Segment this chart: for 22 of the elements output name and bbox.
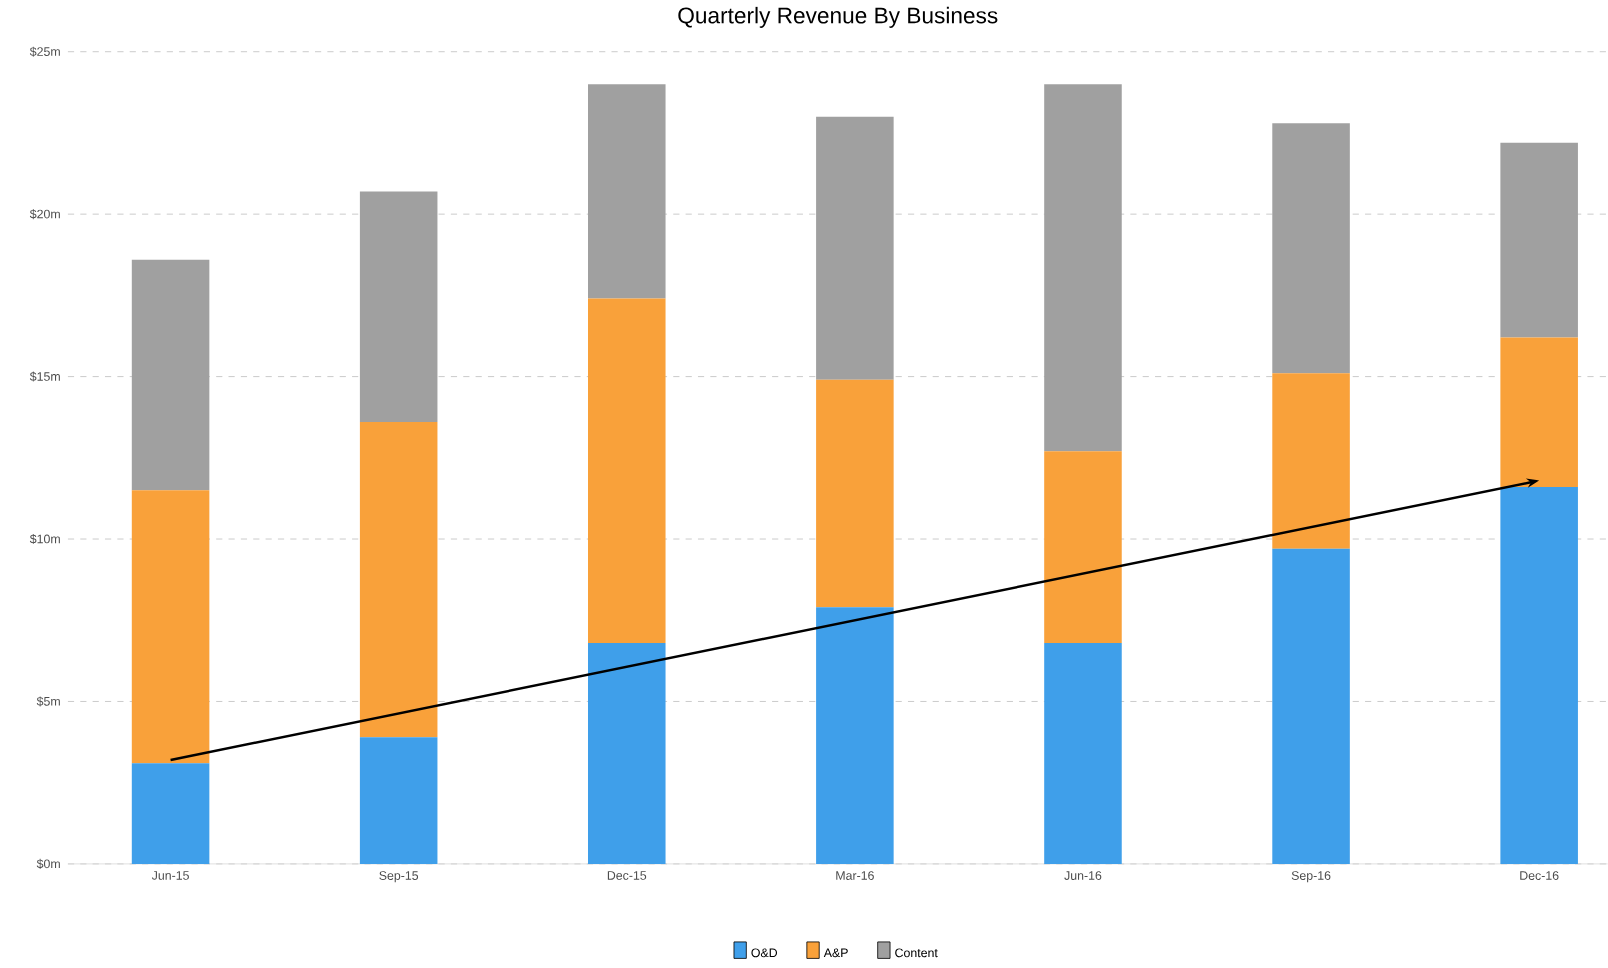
bar [359, 421, 438, 738]
bar [1500, 142, 1578, 338]
bar [359, 191, 438, 422]
bar [1272, 123, 1350, 374]
bar [1272, 373, 1350, 549]
bar [131, 763, 210, 864]
bar [816, 607, 894, 864]
bar [1272, 548, 1350, 864]
bar [1044, 642, 1122, 864]
bar [588, 84, 666, 299]
bar [131, 490, 210, 763]
bar [1044, 84, 1122, 452]
bar [1500, 337, 1578, 487]
bar [816, 379, 894, 608]
bar [1500, 486, 1578, 864]
bar [359, 737, 438, 864]
bar [588, 298, 666, 643]
bar [131, 259, 210, 491]
bar [1044, 451, 1122, 643]
bar [588, 642, 666, 864]
bar [816, 116, 894, 380]
chart-title: Quarterly Revenue By Business [678, 6, 998, 28]
